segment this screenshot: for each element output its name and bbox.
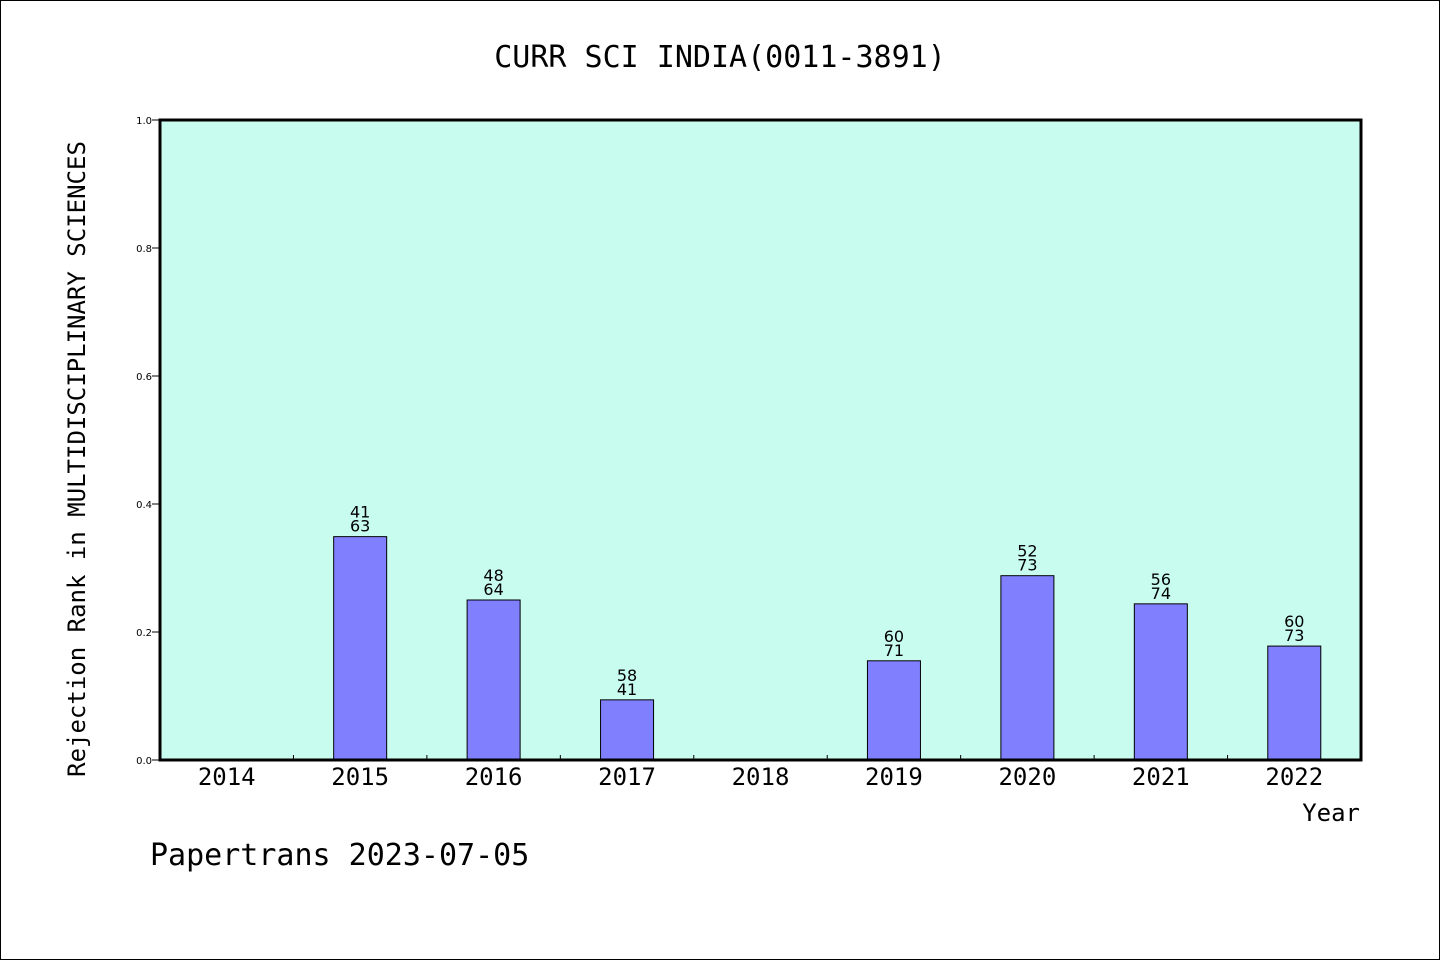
x-tick-label: 2016	[465, 763, 523, 791]
bar-2022	[1267, 645, 1322, 761]
y-tick-label: 0.2	[136, 628, 152, 639]
data-label-bottom: 73	[1284, 626, 1304, 645]
x-tick-label: 2017	[598, 763, 656, 791]
data-label-top: 58	[617, 666, 637, 685]
bar-2015	[333, 536, 388, 761]
y-axis-label: Rejection Rank in MULTIDISCIPLINARY SCIE…	[63, 141, 91, 777]
data-label-bottom: 63	[350, 517, 370, 536]
x-tick-label: 2019	[865, 763, 923, 791]
x-tick-label: 2020	[998, 763, 1056, 791]
data-label-bottom: 73	[1017, 556, 1037, 575]
y-tick-label: 0.6	[136, 372, 152, 383]
plot-border	[158, 118, 1363, 762]
data-label-top: 41	[350, 503, 370, 522]
data-label-bottom: 71	[884, 641, 904, 660]
bars	[333, 536, 1322, 761]
bar-2016	[466, 599, 521, 761]
data-label-top: 52	[1017, 542, 1037, 561]
y-tick-label: 0.8	[136, 244, 152, 255]
y-tick-label: 0.4	[136, 500, 152, 511]
data-label-top: 56	[1151, 570, 1171, 589]
data-label-bottom: 64	[483, 580, 503, 599]
data-label-top: 60	[884, 627, 904, 646]
x-tick-label: 2018	[732, 763, 790, 791]
x-tick-label: 2021	[1132, 763, 1190, 791]
data-label-bottom: 74	[1151, 584, 1171, 603]
x-tick-label: 2022	[1265, 763, 1323, 791]
x-tick-label: 2015	[331, 763, 389, 791]
x-axis-label: Year	[1302, 799, 1360, 827]
bar-2020	[1000, 575, 1055, 761]
footer-text: Papertrans 2023-07-05	[150, 838, 529, 873]
data-label-bottom: 41	[617, 680, 637, 699]
x-axis-ticks: 2014 2015 2016 2017 2018 2019 2020 2021 2022	[198, 755, 1323, 791]
data-label-top: 48	[483, 566, 503, 585]
y-tick-label: 0.0	[136, 756, 152, 767]
chart-title: CURR SCI INDIA(0011-3891)	[494, 40, 946, 75]
bar-2017	[600, 699, 655, 761]
y-tick-label: 1.0	[136, 116, 152, 127]
bar-2021	[1133, 603, 1188, 761]
y-axis-ticks: 0.0 0.2 0.4 0.6 0.8 1.0	[136, 116, 160, 767]
x-tick-label: 2014	[198, 763, 256, 791]
bar-2019	[866, 660, 921, 761]
data-label-top: 60	[1284, 612, 1304, 631]
